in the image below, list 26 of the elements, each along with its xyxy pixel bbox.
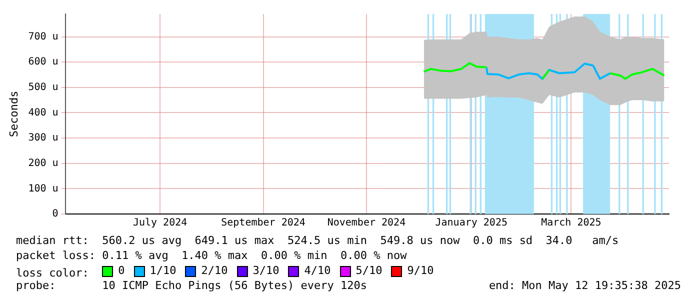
legend-label: 0 (118, 264, 125, 278)
x-tick-label: March 2025 (541, 218, 602, 229)
y-tick-label: 300 u (28, 132, 58, 144)
y-tick-label: 0 (52, 208, 58, 220)
x-tick-label: July 2024 (132, 218, 188, 229)
text: probe: 10 ICMP Echo Pings (56 Bytes) every 120s (16, 279, 367, 293)
y-tick-label: 400 u (28, 107, 58, 118)
legend-label: 9/10 (407, 264, 434, 278)
y-tick-label: 700 u (28, 31, 58, 42)
text: median rtt: 560.2 us avg 649.1 us max 524.5 us min 549.8 us now 0.0 ms sd 34.0 am/s (16, 234, 619, 248)
legend-label: 2/10 (201, 264, 228, 278)
x-tick-label: September 2024 (221, 218, 306, 229)
y-tick-label: 500 u (28, 82, 58, 94)
text: end: Mon May 12 19:35:38 2025 (488, 279, 681, 293)
x-tick-label: November 2024 (327, 218, 406, 229)
y-tick-label: 200 u (28, 158, 58, 169)
legend-label: 4/10 (304, 264, 331, 278)
y-tick-label: 600 u (28, 56, 58, 68)
legend-title: loss color: (16, 266, 90, 280)
legend-label: 1/10 (150, 264, 176, 278)
x-tick-label: January 2025 (435, 218, 508, 229)
y-tick-label: 100 u (28, 183, 58, 194)
legend-label: 5/10 (356, 264, 382, 278)
legend-label: 3/10 (252, 264, 280, 278)
y-axis-title: Seconds (7, 90, 20, 138)
text: packet loss: 0.11 % avg 1.40 % max 0.00 % min 0.00 % now (16, 249, 407, 263)
